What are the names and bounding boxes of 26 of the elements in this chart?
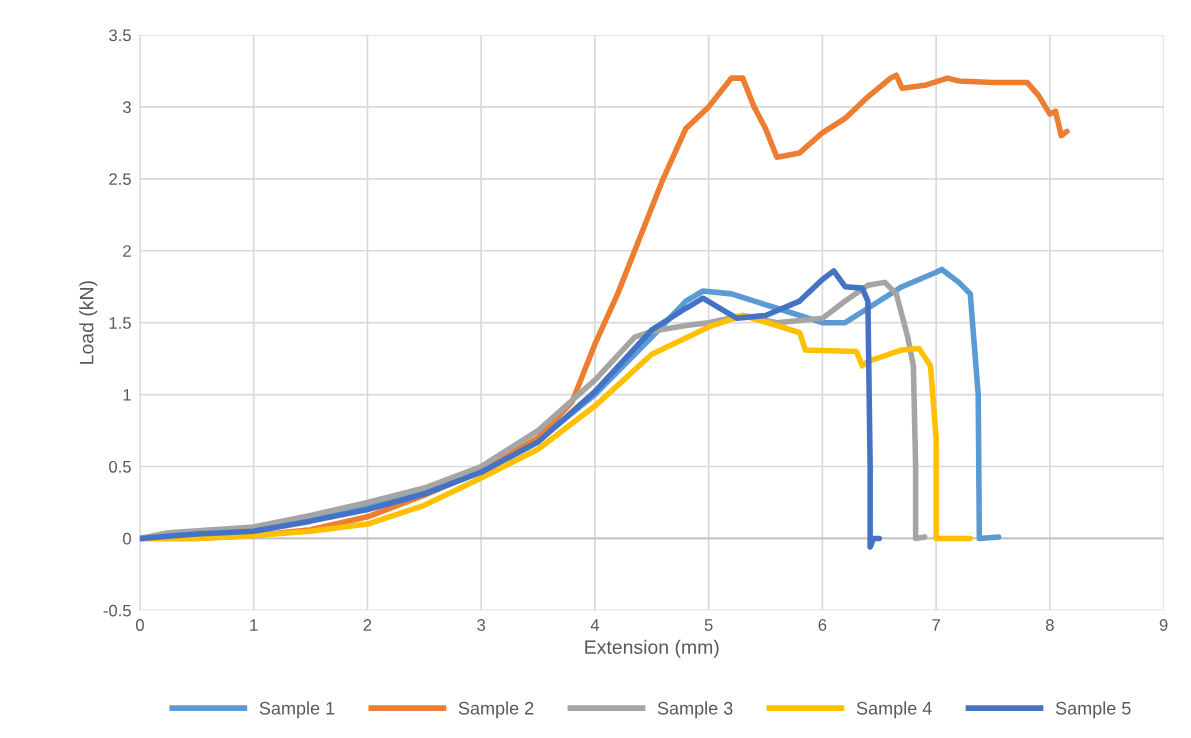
x-tick-label: 6 xyxy=(818,619,827,631)
x-axis-title: Extension (mm) xyxy=(585,639,719,658)
y-tick-label: 0 xyxy=(122,532,131,545)
legend-label: Sample 4 xyxy=(856,701,932,719)
y-tick-label: 1.5 xyxy=(109,317,131,329)
x-tick-label: 8 xyxy=(1045,619,1054,631)
legend-label: Sample 2 xyxy=(458,701,534,719)
x-tick-label: 3 xyxy=(477,619,486,631)
y-tick-label: 0.5 xyxy=(109,460,131,473)
y-tick-label: -0.5 xyxy=(103,604,131,617)
y-tick-label: 3.5 xyxy=(109,29,131,42)
y-tick-label: 1 xyxy=(123,389,131,401)
x-tick-label: 9 xyxy=(1159,619,1168,631)
x-tick-label: 4 xyxy=(590,619,600,631)
y-axis-title: Load (kN) xyxy=(79,281,98,364)
x-tick-label: 1 xyxy=(250,619,258,631)
x-tick-label: 0 xyxy=(135,619,144,631)
legend-label: Sample 3 xyxy=(657,701,733,719)
y-tick-label: 3 xyxy=(122,101,131,114)
y-tick-label: 2 xyxy=(123,245,131,257)
legend-label: Sample 5 xyxy=(1055,701,1131,719)
x-tick-label: 2 xyxy=(363,619,372,631)
x-tick-label: 7 xyxy=(932,619,940,631)
legend-label: Sample 1 xyxy=(259,701,335,719)
y-tick-label: 2.5 xyxy=(109,173,131,186)
x-tick-label: 5 xyxy=(704,619,713,631)
